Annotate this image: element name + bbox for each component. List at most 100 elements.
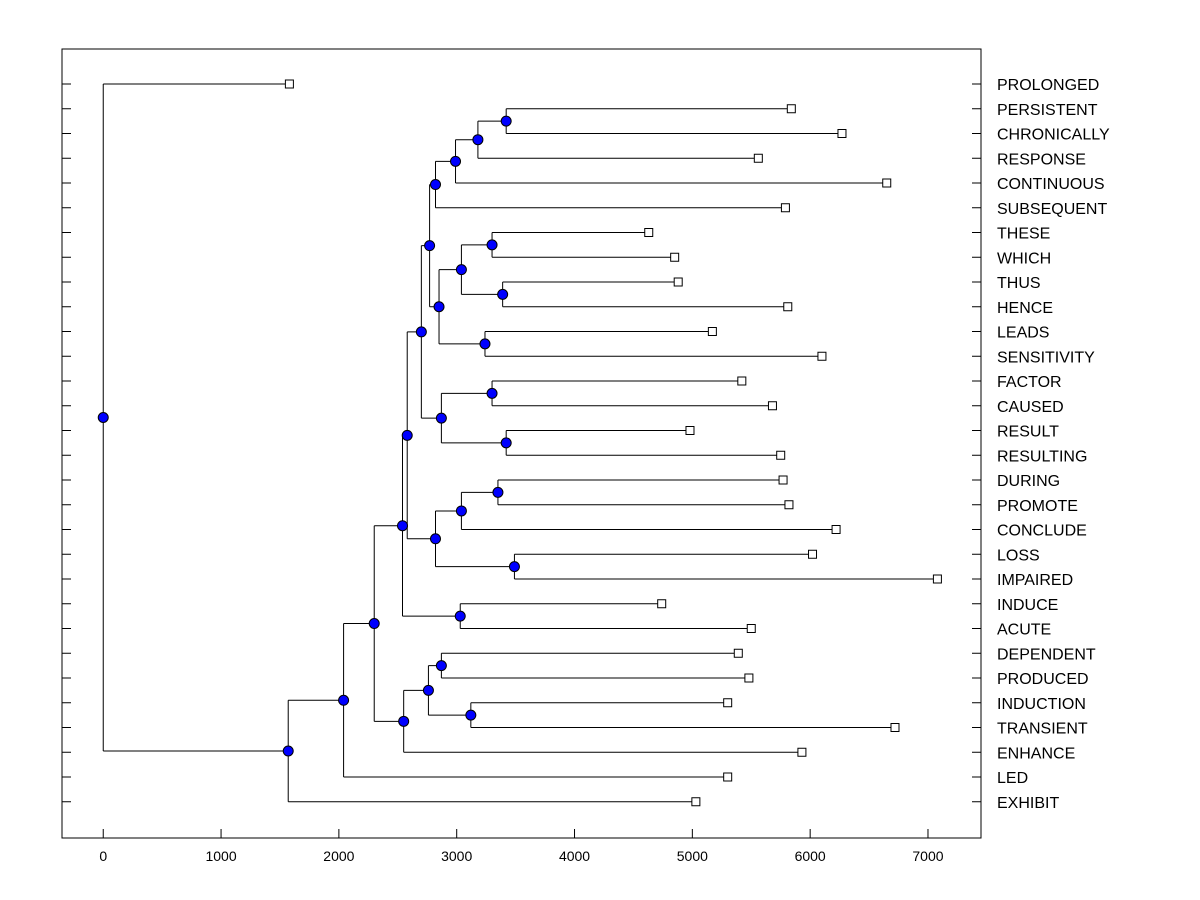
leaf-label-result: RESULT (997, 424, 1059, 441)
leaf-marker-leads (707, 327, 717, 336)
merge-node-n21 (397, 520, 409, 532)
merge-node-n19 (401, 429, 413, 441)
leaf-marker-dependent (733, 648, 743, 658)
merge-node-n2 (472, 134, 484, 146)
leaf-marker-persistent (786, 104, 796, 114)
merge-node-n24 (422, 684, 434, 696)
leaf-label-induce: INDUCE (997, 597, 1058, 614)
leaf-label-chronically: CHRONICALLY (997, 127, 1110, 144)
merge-node-n27 (338, 694, 350, 706)
merge-node-n8 (479, 338, 491, 350)
leaf-marker-induction (723, 698, 733, 708)
leaf-marker-thus (673, 277, 683, 287)
leaf-marker-during (778, 475, 788, 485)
leaf-label-conclude: CONCLUDE (997, 523, 1087, 540)
x-tick-label-4000: 4000 (559, 848, 590, 864)
leaf-ticks (62, 83, 981, 803)
leaf-label-exhibit: EXHIBIT (997, 795, 1059, 812)
x-tick-label-7000: 7000 (912, 848, 943, 864)
leaf-label-loss: LOSS (997, 547, 1040, 564)
leaf-markers (284, 79, 942, 807)
leaf-marker-exhibit (691, 797, 701, 807)
merge-node-n5 (486, 239, 498, 251)
leaf-label-during: DURING (997, 473, 1060, 490)
leaf-label-produced: PRODUCED (997, 671, 1089, 688)
plot-frame (61, 48, 982, 839)
leaf-label-prolonged: PROLONGED (997, 77, 1099, 94)
merge-node-n25 (398, 715, 410, 727)
leaf-label-induction: INDUCTION (997, 696, 1086, 713)
leaf-marker-sensitivity (817, 351, 827, 361)
leaf-marker-hence (783, 302, 793, 312)
leaf-marker-loss (808, 549, 818, 559)
leaf-label-continuous: CONTINUOUS (997, 176, 1105, 193)
leaf-label-impaired: IMPAIRED (997, 572, 1073, 589)
leaf-label-enhance: ENHANCE (997, 745, 1075, 762)
leaf-marker-factor (737, 376, 747, 386)
leaf-label-which: WHICH (997, 250, 1051, 267)
leaf-marker-conclude (831, 525, 841, 534)
merge-node-n9 (433, 301, 445, 313)
leaf-marker-transient (890, 723, 900, 732)
leaf-label-these: THESE (997, 226, 1050, 243)
leaf-label-hence: HENCE (997, 300, 1053, 317)
leaf-label-factor: FACTOR (997, 374, 1062, 391)
x-axis: 0 1000 2000 3000 4000 5000 6000 7000 (99, 829, 944, 864)
leaf-marker-response (753, 153, 763, 163)
leaf-marker-impaired (932, 574, 942, 584)
merge-node-n28 (282, 745, 294, 757)
leaf-label-acute: ACUTE (997, 622, 1051, 639)
leaf-marker-produced (744, 673, 754, 683)
leaf-label-response: RESPONSE (997, 151, 1086, 168)
leaf-marker-subsequent (780, 203, 790, 213)
merge-node-n12 (500, 437, 512, 449)
leaf-marker-acute (746, 624, 756, 633)
merge-node-n7 (455, 264, 467, 276)
leaf-marker-which (670, 252, 680, 262)
merge-node-n17 (508, 561, 520, 573)
leaf-marker-result (685, 426, 695, 435)
leaf-marker-enhance (797, 747, 807, 757)
leaf-label-resulting: RESULTING (997, 448, 1087, 465)
leaf-marker-prolonged (284, 79, 294, 89)
leaf-marker-induce (657, 599, 667, 609)
merge-node-n29 (97, 412, 109, 424)
merge-node-n11 (486, 387, 498, 399)
leaf-label-transient: TRANSIENT (997, 721, 1088, 738)
leaf-marker-led (723, 772, 733, 782)
leaf-label-promote: PROMOTE (997, 498, 1078, 515)
merge-node-n6 (497, 288, 509, 300)
x-tick-label-0: 0 (99, 848, 107, 864)
merge-node-n14 (415, 326, 427, 338)
leaf-label-leads: LEADS (997, 325, 1049, 342)
x-tick-label-2000: 2000 (323, 848, 354, 864)
merge-node-n1 (500, 115, 512, 127)
merge-node-n3 (450, 155, 462, 167)
leaf-marker-resulting (776, 450, 786, 460)
leaf-label-sensitivity: SENSITIVITY (997, 349, 1095, 366)
merge-node-n20 (454, 610, 466, 622)
merge-node-n23 (465, 709, 477, 721)
merge-node-n22 (435, 660, 447, 672)
merge-node-n4 (429, 179, 441, 191)
merge-node-n18 (429, 533, 441, 545)
dendrogram-links (102, 83, 938, 803)
merge-nodes (97, 115, 520, 757)
leaf-marker-caused (767, 401, 777, 411)
merge-node-n13 (435, 412, 447, 424)
x-tick-label-6000: 6000 (795, 848, 826, 864)
leaf-marker-continuous (882, 178, 892, 188)
leaf-label-persistent: PERSISTENT (997, 102, 1098, 119)
merge-node-n15 (492, 486, 504, 498)
leaf-marker-these (644, 228, 654, 237)
merge-node-n26 (368, 618, 380, 630)
merge-node-n10 (424, 240, 436, 252)
leaf-marker-chronically (837, 129, 847, 138)
x-tick-label-1000: 1000 (205, 848, 236, 864)
merge-node-n16 (455, 505, 467, 517)
leaf-label-led: LED (997, 770, 1028, 787)
x-tick-label-5000: 5000 (677, 848, 708, 864)
leaf-marker-promote (784, 500, 794, 510)
leaf-labels: PROLONGED PERSISTENT CHRONICALLY RESPONSE CO… (997, 77, 1110, 812)
